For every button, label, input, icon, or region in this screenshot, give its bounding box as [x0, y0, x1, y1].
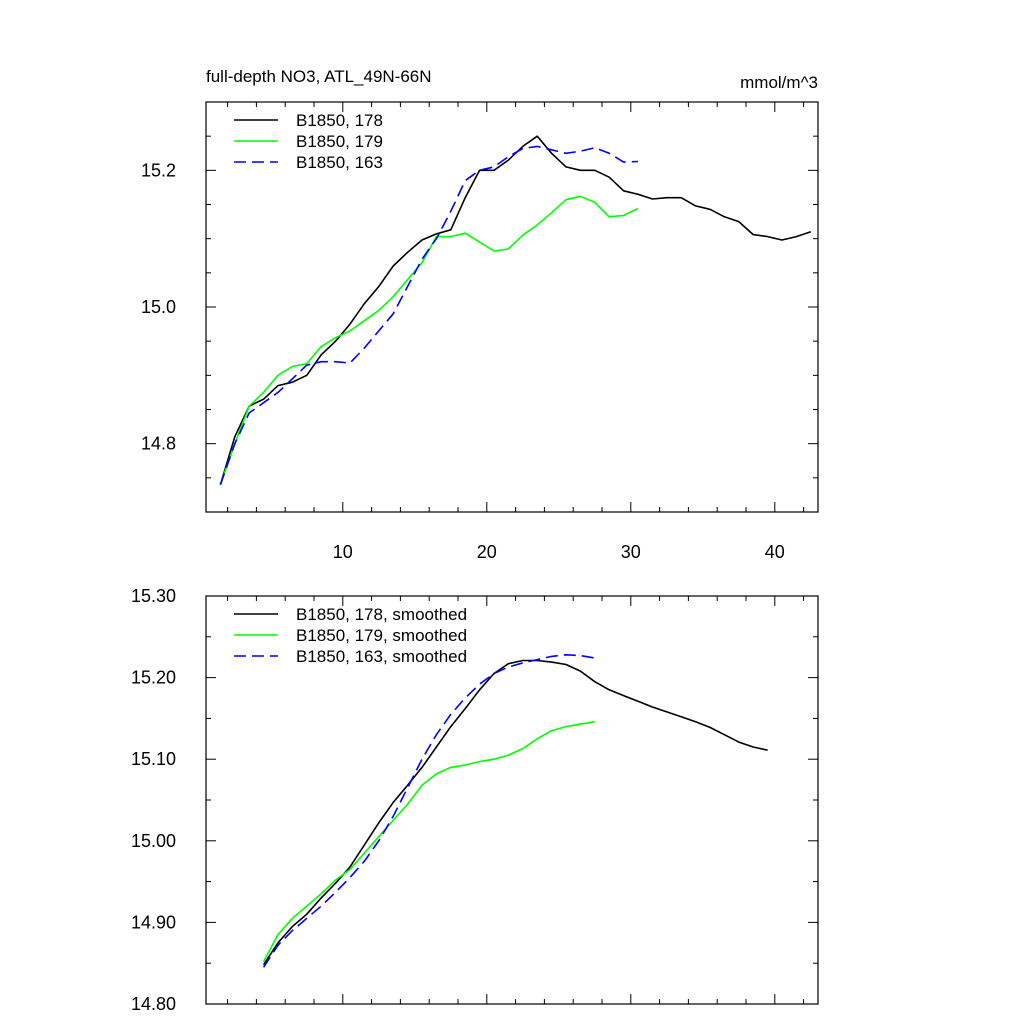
series-line-1: [262, 720, 595, 962]
x-tick-label: 20: [477, 542, 497, 562]
top-panel: 10 20 30 40 14.8 15.0 15.2 full-depth NO3, ATL_…: [141, 67, 819, 562]
series-line-0: [219, 135, 812, 485]
series-line-2: [219, 145, 639, 485]
y-tick-label: 15.00: [131, 831, 176, 851]
series-line-0: [262, 659, 768, 966]
y-tick-label: 14.90: [131, 912, 176, 932]
bottom-panel: 14.80 14.90 15.00 15.10 15.20 15.30 B1850, 178…: [131, 586, 819, 1014]
legend-label: B1850, 178, smoothed: [296, 605, 467, 624]
y-tick-label: 15.2: [141, 160, 176, 180]
x-tick-label: 30: [621, 542, 641, 562]
legend-label: B1850, 163, smoothed: [296, 647, 467, 666]
legend-label: B1850, 163: [296, 153, 383, 172]
x-tick-label: 40: [765, 542, 785, 562]
legend-label: B1850, 179, smoothed: [296, 626, 467, 645]
y-tick-label: 14.80: [131, 994, 176, 1014]
legend-label: B1850, 178: [296, 111, 383, 130]
y-tick-label: 14.8: [141, 434, 176, 454]
y-tick-label: 15.30: [131, 586, 176, 606]
y-tick-label: 15.20: [131, 668, 176, 688]
chart-title: full-depth NO3, ATL_49N-66N: [206, 67, 432, 86]
y-tick-label: 15.10: [131, 749, 176, 769]
units-label: mmol/m^3: [740, 73, 818, 92]
series-line-1: [219, 195, 639, 485]
y-tick-label: 15.0: [141, 297, 176, 317]
legend-label: B1850, 179: [296, 132, 383, 151]
series-line-2: [262, 653, 595, 968]
x-tick-label: 10: [333, 542, 353, 562]
